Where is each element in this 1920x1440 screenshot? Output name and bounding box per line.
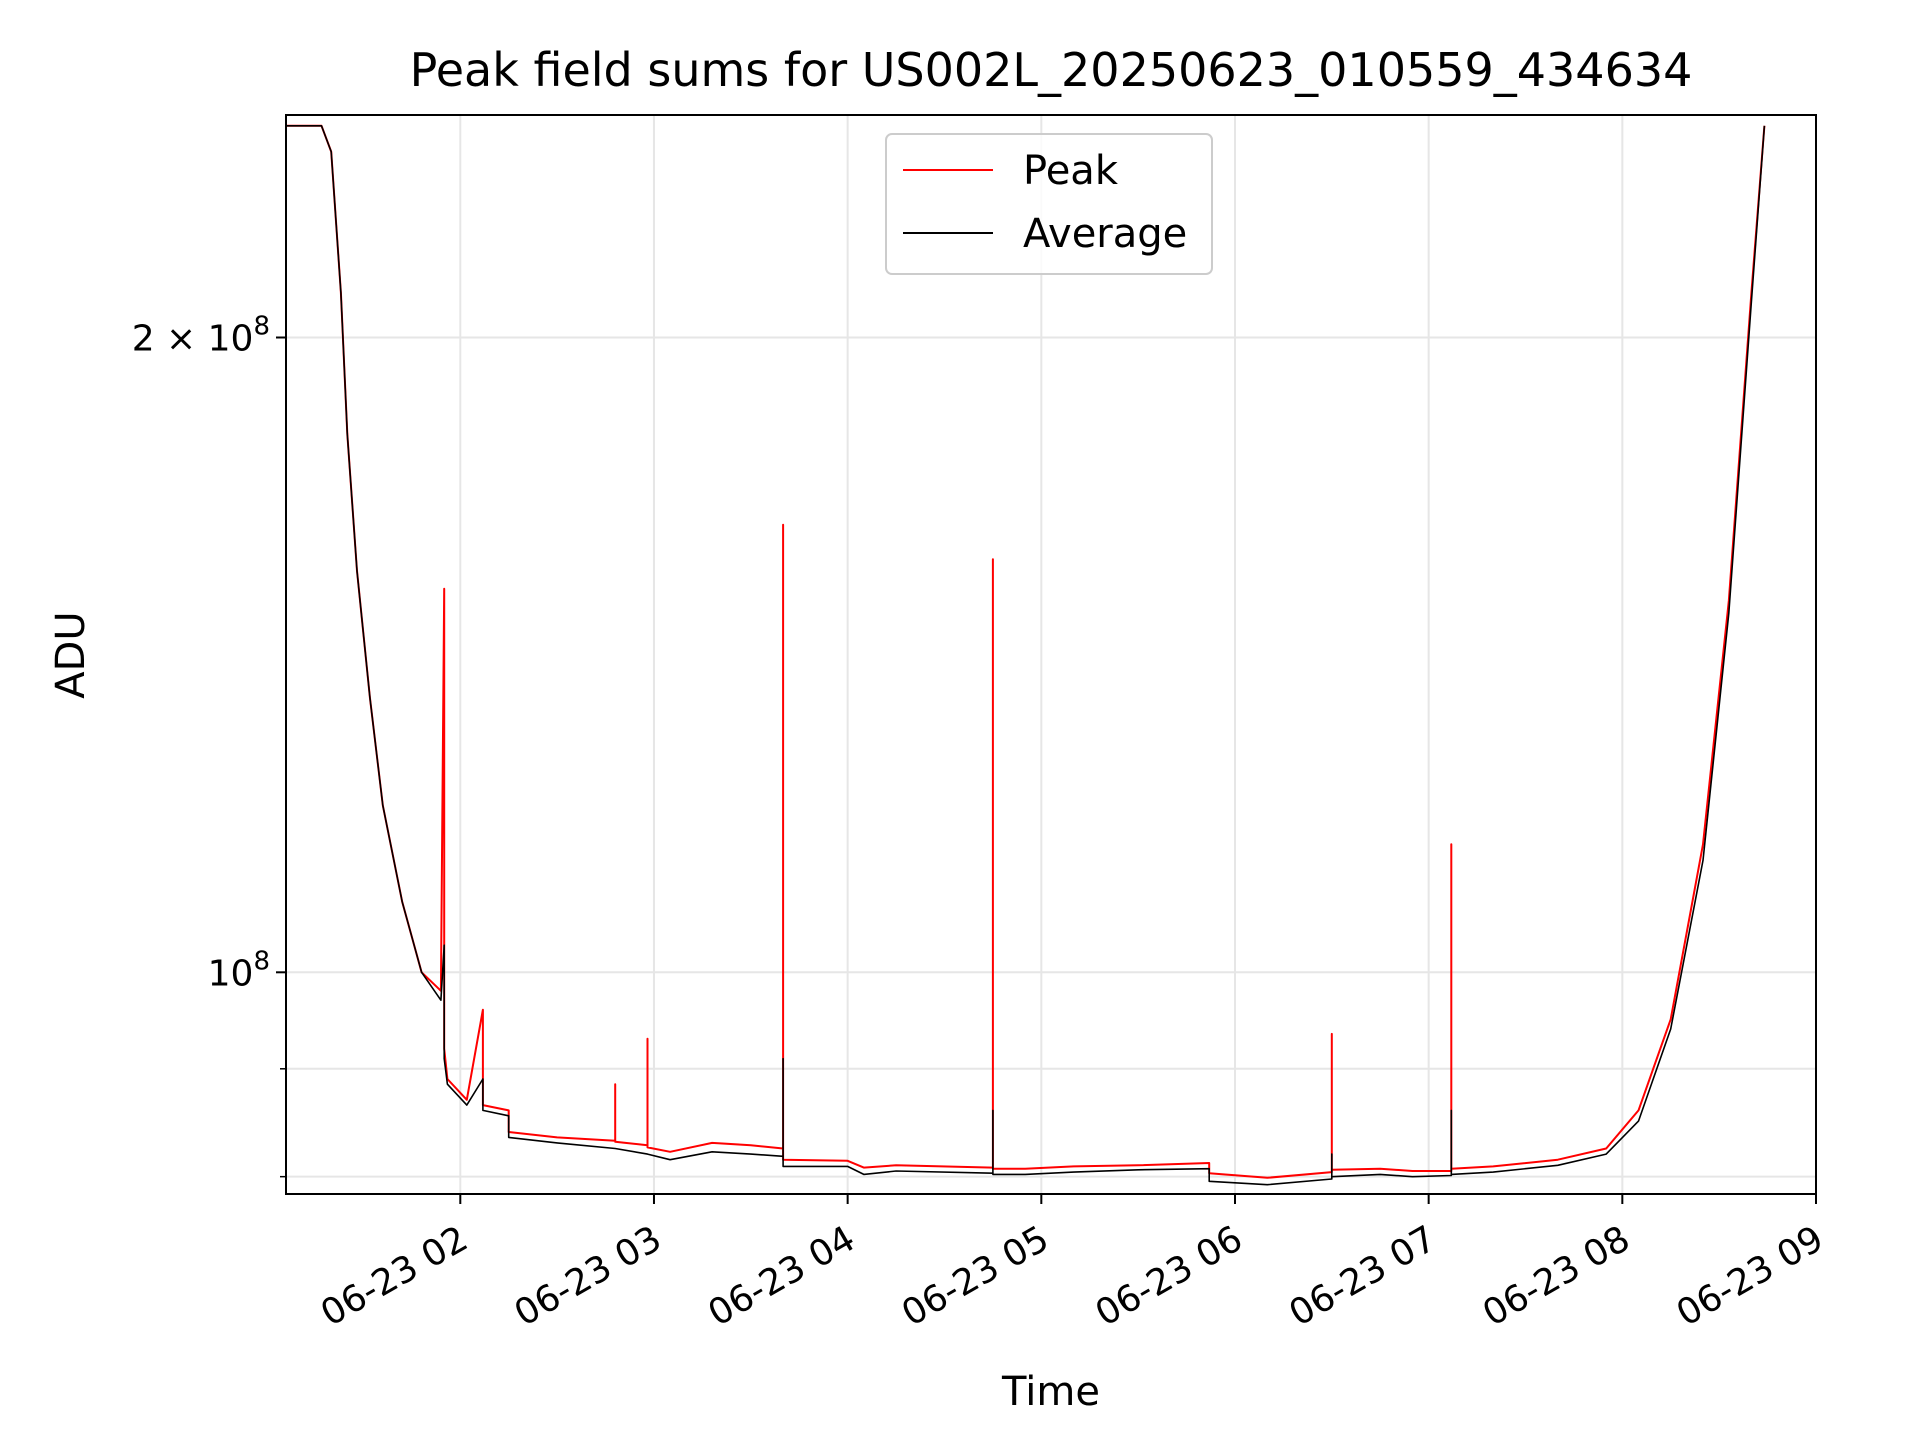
grid-lines: [286, 115, 1816, 1194]
legend: Peak Average: [885, 133, 1213, 275]
series-line-peak: [286, 124, 1766, 1179]
x-axis-label: Time: [1001, 1369, 1100, 1415]
y-axis-ticks: 2 × 108 108: [132, 311, 286, 1178]
plot-series: [286, 124, 1766, 1186]
legend-peak-label: Peak: [1023, 148, 1119, 194]
chart-title: Peak field sums for US002L_20250623_0105…: [410, 43, 1693, 97]
y-axis-label: ADU: [48, 611, 94, 698]
y-tick-label: 2 × 108: [132, 311, 270, 359]
legend-average-label: Average: [1023, 211, 1187, 257]
series-line-average: [286, 125, 1766, 1186]
plot-frame: [285, 114, 1817, 1195]
y-tick-label: 108: [208, 946, 270, 994]
